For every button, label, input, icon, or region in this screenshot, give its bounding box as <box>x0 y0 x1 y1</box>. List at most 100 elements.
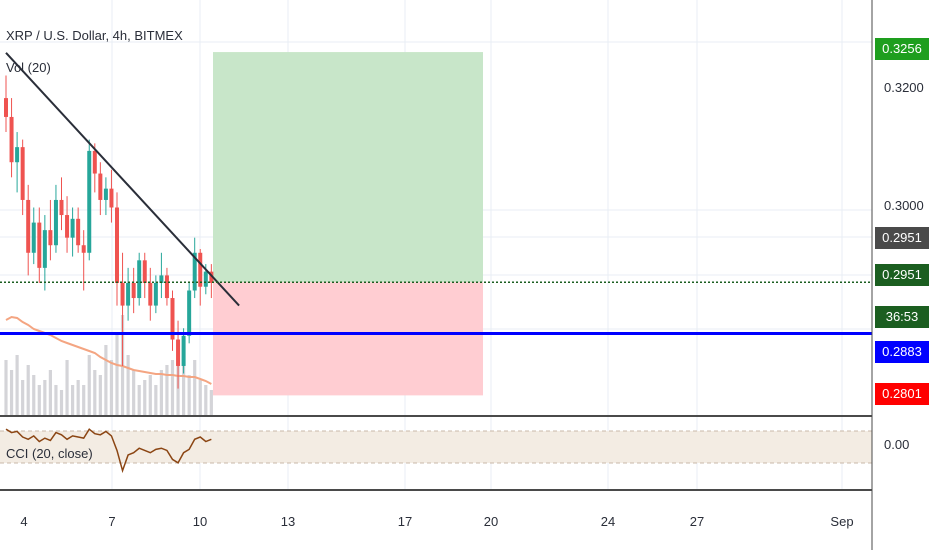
volume-bar <box>98 375 102 415</box>
volume-bar <box>193 360 197 415</box>
volume-bar <box>76 380 80 415</box>
volume-bar <box>65 360 69 415</box>
candle-body <box>92 150 97 174</box>
candle-body <box>42 230 47 268</box>
candle-body <box>76 218 81 246</box>
volume-bar <box>4 360 8 415</box>
volume-bar <box>32 375 36 415</box>
volume-bar <box>115 335 119 415</box>
position-zones <box>213 52 483 396</box>
candle-body <box>176 339 181 366</box>
price-tick: 0.3200 <box>884 80 924 95</box>
stop-price-tag: 0.2801 <box>875 383 929 405</box>
chart-title: XRP / U.S. Dollar, 4h, BITMEX <box>6 28 183 43</box>
volume-bar <box>54 385 58 415</box>
last-price-tag-green: 0.2951 <box>875 264 929 286</box>
horizontal-line-price-tag: 0.2883 <box>875 341 929 363</box>
candle-body <box>198 252 203 287</box>
candle-body <box>159 275 164 283</box>
candle-body <box>170 298 175 340</box>
volume-bar <box>26 365 30 415</box>
loss-zone <box>213 282 483 396</box>
cci-panel <box>0 428 872 474</box>
volume-bar <box>159 370 163 415</box>
volume-bar <box>48 370 52 415</box>
candles <box>4 75 214 389</box>
volume-ma-line <box>5 315 212 385</box>
candle-body <box>31 222 36 253</box>
cci-label: CCI (20, close) <box>6 446 93 461</box>
volume-bar <box>43 380 47 415</box>
volume-bar <box>126 355 130 415</box>
volume-bar <box>37 385 41 415</box>
volume-bar <box>198 380 202 415</box>
time-tick: 17 <box>397 514 413 529</box>
volume-bar <box>109 360 114 415</box>
candle-body <box>203 271 208 287</box>
candle-body <box>153 282 158 306</box>
candle-body <box>137 260 142 299</box>
candle-body <box>20 147 25 200</box>
candle-body <box>142 260 147 283</box>
candle-body <box>131 282 136 299</box>
time-tick: 27 <box>689 514 705 529</box>
volume-bar <box>187 375 191 415</box>
volume-bar <box>21 380 25 415</box>
volume-bar <box>137 385 141 415</box>
last-price-tag: 0.2951 <box>875 227 929 249</box>
candle-body <box>37 222 42 268</box>
time-tick: 24 <box>600 514 616 529</box>
candle-body <box>192 252 197 291</box>
volume-bar <box>182 365 186 415</box>
candle-body <box>187 290 192 336</box>
candle-body <box>181 335 186 366</box>
volume-bar <box>165 365 169 415</box>
trendline <box>5 52 240 307</box>
volume-bar <box>93 370 97 415</box>
candle-body <box>148 282 153 306</box>
volume-bar <box>104 345 108 415</box>
cci-band <box>0 431 872 463</box>
profit-zone <box>213 52 483 283</box>
volume-bar <box>204 385 208 415</box>
volume-bar <box>82 385 86 415</box>
cci-line <box>5 428 212 474</box>
target-price-tag: 0.3256 <box>875 38 929 60</box>
candle-countdown: 36:53 <box>875 306 929 328</box>
volume-bar <box>170 360 175 415</box>
time-tick: 13 <box>280 514 296 529</box>
candle-body <box>65 215 70 238</box>
candle-body <box>115 207 119 283</box>
candle-body <box>109 188 114 208</box>
time-tick: 4 <box>20 514 28 529</box>
frame <box>0 0 873 550</box>
candle-body <box>48 230 53 246</box>
candle-body <box>26 199 31 253</box>
volume-bar <box>148 375 152 415</box>
time-tick: 7 <box>108 514 116 529</box>
volume-bar <box>71 385 75 415</box>
candle-body <box>164 275 169 299</box>
volume-bar <box>143 380 147 415</box>
volume-bar <box>87 355 91 415</box>
candle-body <box>15 147 20 163</box>
candle-body <box>87 150 92 253</box>
candle-body <box>70 218 75 238</box>
volume-bar <box>209 390 213 415</box>
candle-body <box>120 282 125 306</box>
volume-bar <box>132 370 136 415</box>
volume-bar <box>59 390 64 415</box>
volume-label: Vol (20) <box>6 60 51 75</box>
candle-body <box>4 98 8 117</box>
time-tick: Sep <box>830 514 854 529</box>
candle-body <box>81 245 86 253</box>
cci-tick: 0.00 <box>884 437 910 452</box>
volume-bar <box>15 355 19 415</box>
overlays <box>0 52 872 336</box>
time-tick: 20 <box>483 514 499 529</box>
candle-body <box>103 188 108 200</box>
volume-bar <box>9 370 14 415</box>
time-tick: 10 <box>192 514 208 529</box>
volume-bar <box>154 385 158 415</box>
